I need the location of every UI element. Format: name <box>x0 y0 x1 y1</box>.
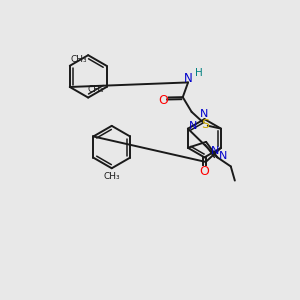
Text: CH₃: CH₃ <box>103 172 120 181</box>
Text: O: O <box>158 94 168 106</box>
Text: N: N <box>189 121 197 131</box>
Text: N: N <box>184 72 193 85</box>
Text: CH₃: CH₃ <box>87 85 104 94</box>
Text: O: O <box>200 165 209 178</box>
Text: H: H <box>195 68 203 78</box>
Text: CH₃: CH₃ <box>70 56 87 64</box>
Text: N: N <box>211 146 219 156</box>
Text: N: N <box>218 151 227 161</box>
Text: N: N <box>200 109 209 119</box>
Text: S: S <box>201 118 209 131</box>
